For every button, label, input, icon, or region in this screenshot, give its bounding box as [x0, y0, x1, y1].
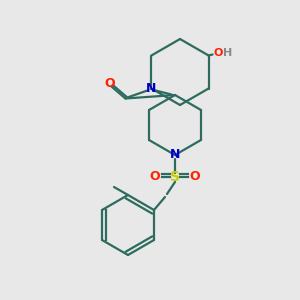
Text: O: O	[190, 169, 200, 182]
Text: N: N	[146, 82, 157, 95]
Text: H: H	[223, 49, 232, 58]
Text: O: O	[104, 77, 115, 90]
Text: N: N	[170, 148, 180, 161]
Text: O: O	[150, 169, 160, 182]
Text: O: O	[214, 49, 223, 58]
Text: S: S	[170, 170, 180, 184]
